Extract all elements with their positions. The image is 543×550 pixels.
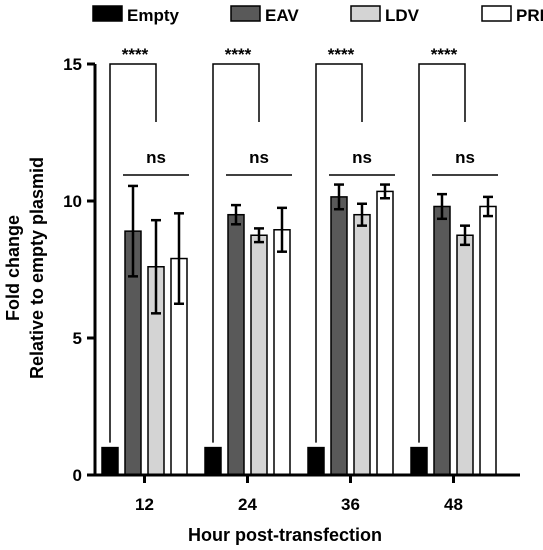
significance-stars: ****	[431, 45, 458, 64]
significance-bracket	[109, 63, 157, 443]
bar	[227, 213, 245, 476]
significance-stars: ****	[328, 45, 355, 64]
y-tick-label: 5	[73, 329, 82, 348]
x-axis-title: Hour post-transfection	[188, 525, 382, 545]
bar	[353, 213, 371, 476]
significance-bracket	[315, 63, 363, 443]
legend: Empty EAV LDV PRRSV	[92, 5, 543, 25]
x-tick-label: 36	[341, 495, 360, 514]
axes: 0 5 10 15 12 24 36 48	[63, 55, 520, 514]
y-axis-title-line-2: Relative to empty plasmid	[27, 157, 47, 379]
bar	[101, 446, 119, 476]
legend-label: EAV	[265, 6, 299, 25]
ns-label: ns	[146, 148, 166, 167]
bar	[307, 446, 325, 476]
bar	[410, 446, 428, 476]
plot-area: **** ns **** ns **** ns **** ns	[101, 45, 498, 476]
x-tick-label: 12	[135, 495, 154, 514]
bar	[456, 234, 474, 476]
y-axis-title-line-1: Fold change	[3, 215, 23, 321]
legend-label: Empty	[127, 6, 180, 25]
legend-label: LDV	[385, 6, 420, 25]
significance-stars: ****	[122, 45, 149, 64]
significance-stars: ****	[225, 45, 252, 64]
significance-bracket	[212, 63, 260, 443]
bar	[330, 196, 348, 476]
legend-swatch	[350, 5, 381, 22]
bar	[479, 205, 497, 476]
bar	[433, 205, 451, 476]
bar	[250, 234, 268, 476]
legend-swatch	[230, 5, 261, 22]
legend-swatch	[92, 5, 123, 22]
legend-label: PRRSV	[516, 6, 543, 25]
x-tick-label: 48	[444, 495, 463, 514]
bar	[273, 229, 291, 476]
bar	[376, 190, 394, 476]
ns-label: ns	[455, 148, 475, 167]
x-tick-label: 24	[238, 495, 257, 514]
significance-bracket	[418, 63, 466, 443]
y-tick-label: 10	[63, 192, 82, 211]
legend-swatch	[481, 5, 512, 22]
bar	[204, 446, 222, 476]
ns-label: ns	[249, 148, 269, 167]
ns-label: ns	[352, 148, 372, 167]
y-tick-label: 15	[63, 55, 82, 74]
y-tick-label: 0	[73, 466, 82, 485]
